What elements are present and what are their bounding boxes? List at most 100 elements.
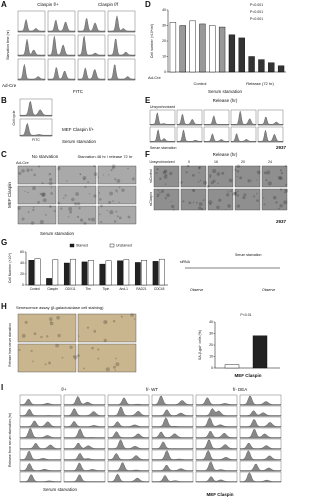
micrograph-texture — [192, 189, 194, 192]
axis-label: FITC — [73, 89, 84, 94]
micrograph-texture — [115, 189, 118, 192]
micrograph — [57, 205, 97, 225]
micrograph-texture — [83, 221, 87, 225]
x-tick-label: Tim — [86, 287, 92, 291]
histogram-frame — [107, 438, 150, 450]
y-tick-label: 20 — [162, 39, 166, 43]
micrograph-texture — [56, 315, 60, 320]
micrograph-texture — [188, 201, 192, 205]
histogram-curve — [203, 115, 230, 126]
micrograph-texture — [71, 197, 75, 202]
histogram-frame — [149, 109, 176, 126]
histogram-curve — [63, 395, 106, 406]
micrograph-texture — [55, 343, 60, 348]
x-tick-label: Control — [30, 287, 41, 291]
micrograph-texture — [99, 198, 102, 201]
panel-title: Release (hr) — [213, 98, 238, 103]
histogram-frame — [257, 126, 284, 143]
micrograph — [153, 188, 180, 211]
y-tick-label: 30 — [162, 23, 166, 27]
histogram-frame — [19, 438, 62, 450]
bar — [218, 26, 226, 73]
micrograph-texture — [49, 177, 53, 182]
micrograph-texture — [69, 345, 73, 349]
histogram-curve — [107, 473, 150, 483]
micrograph-texture — [77, 354, 80, 358]
bar — [248, 56, 255, 73]
micrograph — [234, 165, 261, 188]
histogram-frame — [239, 460, 282, 472]
bar — [63, 262, 70, 286]
micrograph-texture — [112, 319, 116, 323]
histogram-curve — [151, 450, 194, 461]
panel-label: H — [1, 302, 7, 311]
x-tick-label: CDC45 — [154, 287, 165, 291]
histogram-curve — [77, 35, 106, 57]
micrograph-texture — [272, 195, 277, 200]
x-tick-label: DDX11 — [65, 287, 75, 291]
micrograph-texture — [216, 205, 220, 210]
micrograph-texture — [237, 190, 239, 193]
histogram-curve — [195, 408, 238, 417]
histogram-curve — [195, 476, 238, 483]
micrograph-texture — [198, 172, 200, 174]
panel-label: A — [1, 0, 7, 9]
micrograph-texture — [79, 218, 84, 222]
micrograph-texture — [279, 176, 283, 180]
histogram-frame — [195, 416, 238, 428]
micrograph-texture — [83, 178, 86, 181]
histogram-curve — [151, 464, 194, 472]
micrograph — [17, 165, 57, 185]
y-tick-label: 10 — [209, 354, 213, 358]
histogram-curve — [107, 431, 150, 439]
histogram-curve — [107, 421, 150, 428]
axis-label: Starvation time (hr) — [6, 30, 10, 60]
micrograph-texture — [32, 186, 36, 191]
micrograph-texture — [199, 179, 202, 182]
histogram-frame — [19, 471, 62, 483]
histogram-curve — [63, 453, 106, 461]
micrograph-texture — [279, 188, 282, 191]
histogram-curve — [257, 129, 284, 143]
histogram-frame — [195, 427, 238, 439]
micrograph-texture — [110, 169, 113, 172]
histogram-frame — [195, 449, 238, 461]
micrograph-texture — [127, 167, 129, 170]
bar — [105, 260, 112, 286]
histogram-curve — [77, 67, 106, 81]
histogram-curve — [107, 38, 136, 57]
bar — [34, 258, 41, 286]
y-tick-label: 40 — [20, 261, 24, 265]
legend-label: Unstarved — [116, 243, 132, 247]
micrograph-texture — [75, 192, 80, 196]
histogram-curve — [239, 472, 282, 483]
micrograph-texture — [21, 169, 25, 173]
micrograph-texture — [27, 211, 30, 214]
micrograph-texture — [166, 193, 170, 198]
micrograph — [97, 165, 137, 185]
micrograph-texture — [46, 335, 49, 338]
column-title: 0 — [188, 160, 190, 164]
histogram-frame — [195, 394, 238, 406]
micrograph-texture — [267, 181, 272, 186]
histogram-frame — [63, 405, 106, 417]
histogram-curve — [63, 428, 106, 439]
micrograph-texture — [256, 192, 258, 195]
caption: Serum starvation — [62, 139, 97, 144]
micrograph-texture — [33, 332, 37, 336]
micrograph-texture — [30, 349, 33, 353]
micrograph-texture — [74, 202, 78, 206]
histogram-frame — [230, 109, 257, 126]
micrograph-texture — [41, 193, 46, 197]
histogram-curve — [176, 114, 203, 126]
figure: A Claspin f/+ Claspin f/f Starvation time (… — [1, 0, 289, 497]
histogram-curve — [257, 116, 284, 126]
micrograph-texture — [210, 181, 214, 185]
axis-label: FITC — [32, 138, 40, 142]
micrograph-texture — [72, 355, 75, 358]
schematic-label: siRNA — [180, 260, 191, 264]
micrograph-texture — [44, 213, 47, 216]
annotation: P<0.01 — [240, 313, 251, 317]
histogram-frame — [63, 460, 106, 472]
micrograph-texture — [256, 170, 261, 175]
